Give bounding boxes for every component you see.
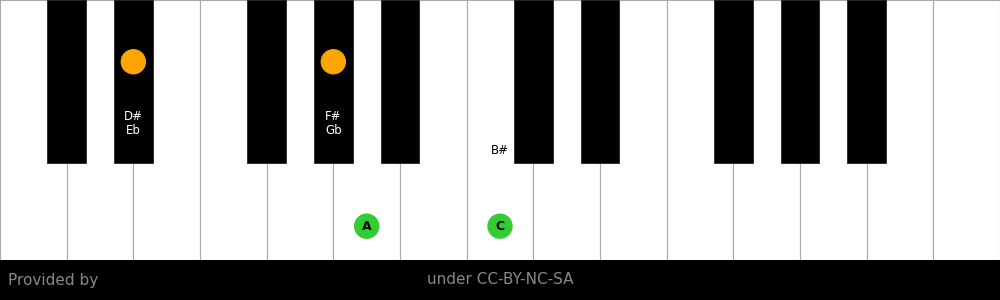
- Bar: [381, 0, 419, 163]
- Text: C: C: [495, 220, 505, 233]
- Bar: [0, 0, 67, 260]
- Text: F#: F#: [325, 110, 342, 124]
- Text: Eb: Eb: [126, 124, 141, 136]
- Circle shape: [321, 50, 345, 74]
- Bar: [247, 0, 286, 163]
- Text: under CC-BY-NC-SA: under CC-BY-NC-SA: [427, 272, 573, 287]
- Circle shape: [121, 50, 145, 74]
- Bar: [200, 0, 267, 260]
- Bar: [0, 260, 1000, 300]
- Bar: [67, 0, 133, 260]
- Bar: [533, 0, 600, 260]
- Circle shape: [488, 214, 512, 238]
- Bar: [800, 0, 867, 260]
- Bar: [581, 0, 619, 163]
- Bar: [267, 0, 333, 260]
- Bar: [600, 0, 667, 260]
- Bar: [781, 0, 819, 163]
- Text: Provided by: Provided by: [8, 272, 98, 287]
- Bar: [514, 0, 553, 163]
- Bar: [667, 0, 733, 260]
- Bar: [333, 0, 400, 260]
- Text: A: A: [362, 220, 371, 233]
- Bar: [400, 0, 467, 260]
- Bar: [47, 0, 86, 163]
- Bar: [714, 0, 753, 163]
- Bar: [133, 0, 200, 260]
- Bar: [847, 0, 886, 163]
- Bar: [467, 0, 533, 260]
- Text: B#: B#: [491, 144, 509, 157]
- Text: D#: D#: [124, 110, 143, 124]
- Bar: [867, 0, 933, 260]
- Bar: [933, 0, 1000, 260]
- Circle shape: [355, 214, 379, 238]
- Bar: [733, 0, 800, 260]
- Bar: [314, 0, 353, 163]
- Bar: [114, 0, 153, 163]
- Text: Gb: Gb: [325, 124, 342, 136]
